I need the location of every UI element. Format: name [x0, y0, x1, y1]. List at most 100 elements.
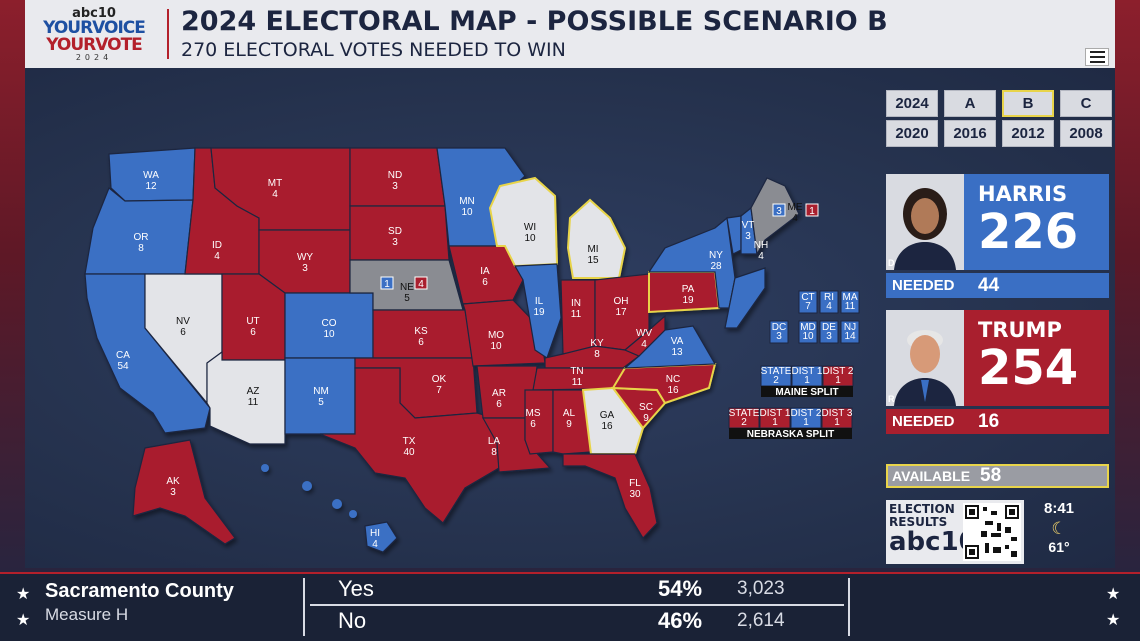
- state-label-ky-abbr: KY: [590, 338, 604, 349]
- state-label-az-ev: 11: [248, 397, 259, 408]
- hawaii-island-2: [302, 481, 312, 491]
- state-label-hi-abbr: HI: [370, 528, 380, 539]
- er-line3: abc10: [889, 527, 977, 557]
- trump-name: TRUMP: [978, 318, 1062, 342]
- trump-votes: 254: [978, 340, 1079, 396]
- available-label: AVAILABLE: [892, 468, 971, 484]
- scenario-button-2012[interactable]: 2012: [1002, 120, 1054, 147]
- state-label-sd-ev: 3: [392, 237, 398, 248]
- harris-votes: 226: [978, 204, 1079, 260]
- ticker-no-label: No: [338, 608, 367, 633]
- state-al[interactable]: [552, 389, 592, 455]
- state-hi[interactable]: [364, 521, 398, 553]
- state-label-il-abbr: IL: [535, 296, 544, 307]
- state-labels: WA12OR8CA54NV6ID4MT4WY3UT6AZ11CO10NM5ND3…: [116, 170, 803, 550]
- hamburger-menu-icon[interactable]: [1085, 48, 1109, 66]
- small-state-abbr: RI: [824, 292, 834, 303]
- nebraska_split-cell-label: DIST 1: [760, 408, 791, 419]
- state-label-nc-ev: 16: [667, 385, 679, 396]
- temperature: 61°: [1048, 539, 1070, 555]
- available-value: 58: [980, 465, 1002, 486]
- state-label-in-abbr: IN: [571, 298, 581, 309]
- map-panel: WA 12 OR 8 CA 54 NV 6 ID 4 MT 4 WY 3 UT 6 AZ 11 CO 10 NM 5 ND 3…: [25, 68, 1115, 568]
- small-state-abbr: DE: [822, 322, 836, 333]
- state-label-mo-ev: 10: [490, 341, 502, 352]
- maine_split-cell-value: 1: [804, 375, 810, 386]
- ticker-divider: [303, 578, 305, 636]
- small-state-ri[interactable]: RI4: [819, 290, 839, 314]
- harris-party: D: [888, 258, 895, 268]
- state-ne-coast[interactable]: [724, 267, 766, 329]
- state-label-id-abbr: ID: [212, 240, 222, 251]
- scenario-button-2024[interactable]: 2024: [886, 90, 938, 117]
- me-split-badge: 3 1: [772, 203, 819, 217]
- state-label-mn-abbr: MN: [459, 196, 475, 207]
- clock-time: 8:41: [1043, 500, 1075, 517]
- state-label-in-ev: 11: [571, 309, 582, 320]
- scenario-button-2016[interactable]: 2016: [944, 120, 996, 147]
- state-label-tn-ev: 11: [572, 377, 583, 388]
- ticker-row-separator: [310, 604, 844, 606]
- state-label-co-ev: 10: [323, 329, 335, 340]
- state-wv[interactable]: [623, 314, 666, 357]
- small-state-dc[interactable]: DC3: [769, 320, 789, 344]
- state-label-tn-abbr: TN: [570, 366, 583, 377]
- state-label-wv-abbr: WV: [636, 328, 652, 339]
- header-divider: [167, 9, 169, 59]
- state-ak[interactable]: [132, 439, 236, 545]
- ticker-county: Sacramento County: [45, 580, 234, 602]
- state-label-wi-abbr: WI: [524, 222, 536, 233]
- small-state-abbr: DC: [772, 322, 786, 333]
- small-state-ct[interactable]: CT7: [798, 290, 818, 314]
- state-label-wv-ev: 4: [641, 339, 647, 350]
- state-label-nd-ev: 3: [392, 181, 398, 192]
- ticker-yes-count: 3,023: [737, 578, 785, 599]
- maine_split-cell-value: 1: [835, 375, 841, 386]
- state-or[interactable]: [84, 187, 194, 275]
- small-state-abbr: MA: [843, 292, 858, 303]
- state-label-nv-abbr: NV: [176, 316, 190, 327]
- ticker-measure: Measure H: [45, 605, 129, 624]
- trump-card: R TRUMP 254 NEEDED 16: [886, 310, 1109, 434]
- nebraska_split-cell-value: 1: [803, 417, 809, 428]
- scenario-button-a[interactable]: A: [944, 90, 996, 117]
- trump-card-top: R TRUMP 254: [886, 310, 1109, 406]
- header-titles: 2024 ELECTORAL MAP - POSSIBLE SCENARIO B…: [181, 8, 888, 61]
- state-fl[interactable]: [562, 453, 658, 539]
- state-label-sc-abbr: SC: [639, 402, 653, 413]
- state-label-ks-ev: 6: [418, 337, 424, 348]
- electoral-map: WA12OR8CA54NV6ID4MT4WY3UT6AZ11CO10NM5ND3…: [84, 147, 860, 553]
- state-ga[interactable]: [581, 386, 645, 455]
- state-label-ca-ev: 54: [117, 361, 129, 372]
- state-label-co-abbr: CO: [322, 318, 337, 329]
- scenario-button-2020[interactable]: 2020: [886, 120, 938, 147]
- state-label-ga-ev: 16: [601, 421, 613, 432]
- qr-code-icon[interactable]: [963, 503, 1021, 561]
- state-ms[interactable]: [524, 389, 554, 455]
- small-state-de[interactable]: DE3: [819, 320, 839, 344]
- state-label-me-ev: 4: [792, 213, 798, 224]
- state-mi[interactable]: [566, 198, 627, 279]
- ticker-no-count: 2,614: [737, 610, 785, 631]
- state-label-oh-abbr: OH: [614, 296, 629, 307]
- trump-needed-label: NEEDED: [892, 413, 955, 430]
- state-tx[interactable]: [319, 367, 500, 524]
- trump-info: TRUMP 254: [964, 310, 1109, 406]
- scenario-button-b[interactable]: B: [1002, 90, 1054, 117]
- state-az[interactable]: [206, 350, 286, 445]
- header-bar: abc10 YOURVOICE YOURVOTE 2024 2024 ELECT…: [25, 0, 1115, 68]
- scenario-button-c[interactable]: C: [1060, 90, 1112, 117]
- ne-split-badge: 1 4: [380, 276, 428, 290]
- page-subtitle: 270 ELECTORAL VOTES NEEDED TO WIN: [181, 38, 566, 61]
- me-split-rep: 1: [809, 206, 815, 217]
- state-label-nc-abbr: NC: [666, 374, 680, 385]
- state-label-fl-ev: 30: [629, 489, 641, 500]
- scenario-button-2008[interactable]: 2008: [1060, 120, 1112, 147]
- state-label-nm-ev: 5: [318, 397, 324, 408]
- state-label-mi-ev: 15: [587, 255, 599, 266]
- election-results-qr[interactable]: ELECTION RESULTS abc10: [886, 500, 1024, 564]
- harris-needed-value: 44: [978, 274, 1000, 296]
